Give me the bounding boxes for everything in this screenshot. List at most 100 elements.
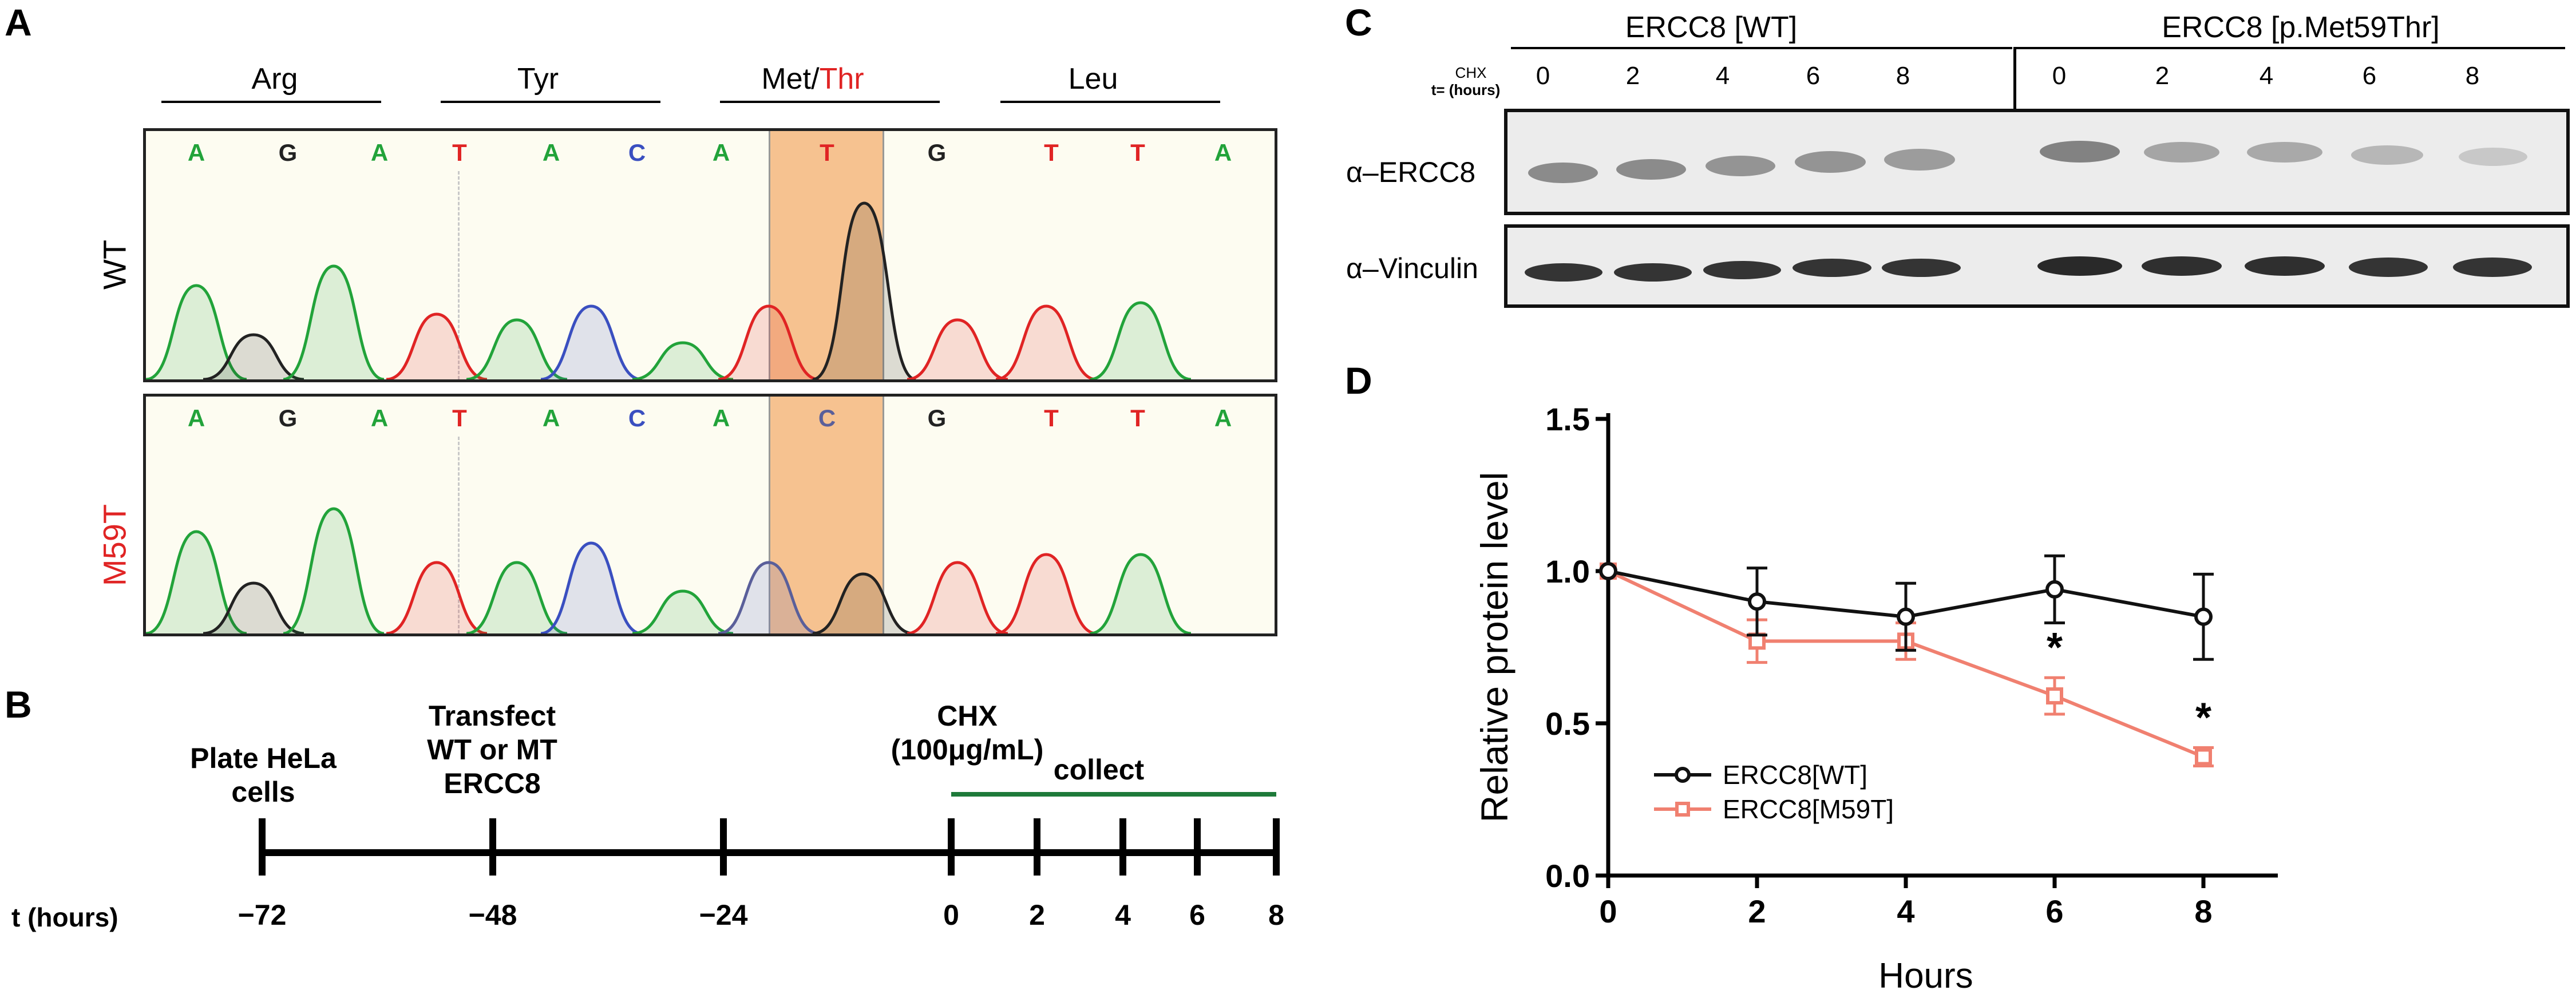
tick-label-m48: −48 <box>468 899 517 931</box>
tick-label-2: 2 <box>1029 899 1045 931</box>
peak-9-G <box>812 572 914 633</box>
tick-label-m72: −72 <box>238 899 287 931</box>
lane-label-10: 8 <box>2465 62 2480 90</box>
peak-11-T <box>995 304 1097 379</box>
point-0-1 <box>1748 592 1766 611</box>
event-chx-label: CHX (100μg/mL) <box>891 700 1044 766</box>
point-0-4 <box>2194 607 2213 626</box>
lane-label-4: 6 <box>1806 62 1821 90</box>
band-ercc8-3 <box>1706 156 1775 176</box>
band-vinculin-3 <box>1703 261 1781 279</box>
x-tick-label-4: 8 <box>2194 893 2212 929</box>
peak-1-A <box>146 284 247 379</box>
guide-line-m59t <box>458 437 460 633</box>
peak-2-G <box>203 333 304 379</box>
guide-line-wt <box>458 171 460 379</box>
peak-8-C <box>718 561 820 633</box>
group-divider <box>2013 47 2016 113</box>
tick-label-4: 4 <box>1115 899 1131 931</box>
point-0-0 <box>1599 562 1617 580</box>
group-line-wt <box>1511 47 2012 49</box>
peak-6-C <box>540 304 642 379</box>
blot-vinculin <box>1504 224 2570 308</box>
lane-label-7: 2 <box>2155 62 2170 90</box>
peak-5-A <box>466 318 568 379</box>
x-tick-label-2: 4 <box>1897 893 1914 929</box>
peak-12-A <box>1090 301 1192 379</box>
peak-3-A <box>283 264 385 379</box>
band-vinculin-2 <box>1614 263 1692 282</box>
y-tick-label-1: 0.5 <box>1545 706 1590 742</box>
band-ercc8-6 <box>2040 141 2120 163</box>
tick-label-6: 6 <box>1189 899 1205 931</box>
tick-8 <box>1273 818 1280 876</box>
base-m59t-8: C <box>818 405 836 431</box>
base-wt-4: T <box>452 139 467 166</box>
tick-2 <box>1034 818 1040 876</box>
codon-met-text: Met/ <box>761 62 820 96</box>
base-wt-3: A <box>370 139 389 166</box>
x-tick-label-1: 2 <box>1748 893 1766 929</box>
lane-label-3: 4 <box>1715 62 1730 90</box>
base-m59t-2: G <box>278 405 298 431</box>
codon-line-tyr <box>441 101 660 103</box>
point-0-3 <box>2045 580 2064 599</box>
peak-9-G <box>812 201 916 379</box>
group-line-mut <box>2016 47 2565 49</box>
band-vinculin-5 <box>1882 259 1961 277</box>
chx-label: CHX <box>1455 64 1487 81</box>
base-wt-8: T <box>820 139 834 166</box>
band-ercc8-7 <box>2144 142 2219 163</box>
base-m59t-7: A <box>712 405 730 431</box>
codon-label-tyr: Tyr <box>517 62 559 96</box>
codon-line-arg <box>161 101 381 103</box>
base-m59t-4: T <box>452 405 467 431</box>
collect-bar <box>951 792 1276 797</box>
base-m59t-10: T <box>1044 405 1059 431</box>
tick-m24 <box>720 818 727 876</box>
band-vinculin-10 <box>2453 258 2532 277</box>
peak-10-T <box>907 318 1008 379</box>
tick-label-m24: −24 <box>699 899 748 931</box>
base-wt-1: A <box>187 139 205 166</box>
lane-label-6: 0 <box>2052 62 2067 90</box>
band-vinculin-9 <box>2349 258 2428 277</box>
band-ercc8-9 <box>2351 145 2423 165</box>
band-vinculin-4 <box>1792 259 1871 277</box>
tick-m72 <box>259 818 266 876</box>
peak-7-A <box>632 341 734 379</box>
peak-7-A <box>632 589 734 633</box>
x-tick-label-0: 0 <box>1599 893 1617 929</box>
tick-6 <box>1194 818 1201 876</box>
base-wt-2: G <box>278 139 298 166</box>
row-label-m59t: M59T <box>96 504 133 587</box>
point-0-2 <box>1897 607 1915 626</box>
timeline-axis <box>259 849 1280 856</box>
timeline-axis-label: t (hours) <box>11 902 118 932</box>
chromatogram-wt: A G A T A C A T G T T A <box>143 128 1277 382</box>
y-tick-label-0: 0.0 <box>1545 858 1590 894</box>
panel-d-letter: D <box>1345 359 1372 402</box>
x-axis-label: Hours <box>1878 956 1973 996</box>
band-ercc8-10 <box>2459 148 2527 166</box>
band-vinculin-7 <box>2142 256 2222 276</box>
significance-marker-0: * <box>2047 625 2063 671</box>
lane-label-2: 2 <box>1625 62 1640 90</box>
y-axis-label: Relative protein level <box>1473 472 1515 823</box>
time-label: t= (hours) <box>1431 81 1501 98</box>
line-chart: 0.0 0.5 1.0 1.5 0 2 4 6 8 Hours Relative protein l… <box>1473 401 2278 996</box>
panel-b-letter: B <box>5 683 32 726</box>
peak-1-A <box>146 530 247 633</box>
legend-marker-0 <box>1675 767 1691 783</box>
x-tick-label-3: 6 <box>2045 893 2063 929</box>
base-wt-11: T <box>1130 139 1145 166</box>
codon-thr-text: Thr <box>819 62 864 96</box>
lane-label-5: 8 <box>1896 62 1910 90</box>
band-ercc8-2 <box>1616 159 1686 180</box>
band-ercc8-1 <box>1528 163 1598 183</box>
peak-12-A <box>1090 553 1192 633</box>
tick-4 <box>1119 818 1126 876</box>
base-m59t-1: A <box>187 405 205 431</box>
significance-marker-1: * <box>2195 695 2211 741</box>
point-1-3 <box>2046 687 2063 705</box>
